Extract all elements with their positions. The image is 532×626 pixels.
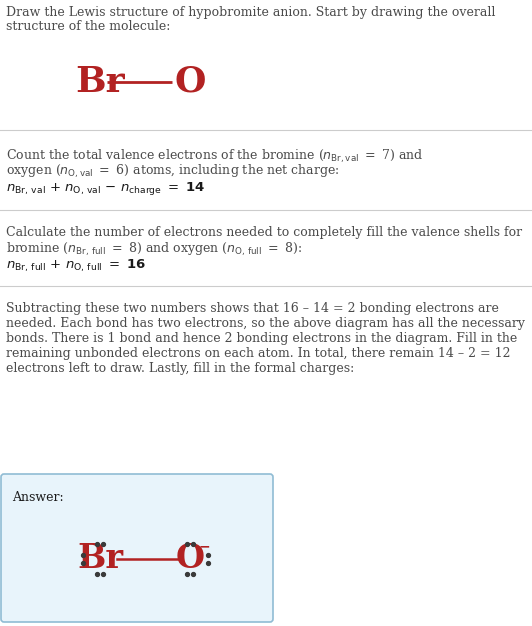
Text: O: O bbox=[175, 65, 206, 99]
Text: electrons left to draw. Lastly, fill in the formal charges:: electrons left to draw. Lastly, fill in … bbox=[6, 362, 354, 375]
Text: bromine ($n_{\mathrm{Br,\,full}}$ $=$ 8) and oxygen ($n_{\mathrm{O,\,full}}$ $=$: bromine ($n_{\mathrm{Br,\,full}}$ $=$ 8)… bbox=[6, 241, 302, 258]
Text: Calculate the number of electrons needed to completely fill the valence shells f: Calculate the number of electrons needed… bbox=[6, 226, 522, 239]
FancyBboxPatch shape bbox=[1, 474, 273, 622]
Text: needed. Each bond has two electrons, so the above diagram has all the necessary: needed. Each bond has two electrons, so … bbox=[6, 317, 525, 330]
Text: Draw the Lewis structure of hypobromite anion. Start by drawing the overall: Draw the Lewis structure of hypobromite … bbox=[6, 6, 495, 19]
Text: Count the total valence electrons of the bromine ($n_{\mathrm{Br, val}}$ $=$ 7) : Count the total valence electrons of the… bbox=[6, 148, 423, 165]
Text: oxygen ($n_{\mathrm{O, val}}$ $=$ 6) atoms, including the net charge:: oxygen ($n_{\mathrm{O, val}}$ $=$ 6) ato… bbox=[6, 163, 339, 180]
Text: $n_{\mathrm{Br,\,val}}$ $+$ $n_{\mathrm{O,\,val}}$ $-$ $n_{\mathrm{charge}}$ $=$: $n_{\mathrm{Br,\,val}}$ $+$ $n_{\mathrm{… bbox=[6, 180, 205, 197]
Text: $n_{\mathrm{Br,\,full}}$ $+$ $n_{\mathrm{O,\,full}}$ $=$ $\mathbf{16}$: $n_{\mathrm{Br,\,full}}$ $+$ $n_{\mathrm… bbox=[6, 258, 146, 274]
Text: Br: Br bbox=[77, 543, 123, 575]
Text: Answer:: Answer: bbox=[12, 491, 64, 504]
Text: O: O bbox=[176, 543, 204, 575]
Text: bonds. There is 1 bond and hence 2 bonding electrons in the diagram. Fill in the: bonds. There is 1 bond and hence 2 bondi… bbox=[6, 332, 517, 345]
Text: −: − bbox=[198, 539, 210, 553]
Text: Br: Br bbox=[75, 65, 124, 99]
Text: Subtracting these two numbers shows that 16 – 14 = 2 bonding electrons are: Subtracting these two numbers shows that… bbox=[6, 302, 499, 315]
Text: remaining unbonded electrons on each atom. In total, there remain 14 – 2 = 12: remaining unbonded electrons on each ato… bbox=[6, 347, 511, 360]
Text: structure of the molecule:: structure of the molecule: bbox=[6, 20, 170, 33]
